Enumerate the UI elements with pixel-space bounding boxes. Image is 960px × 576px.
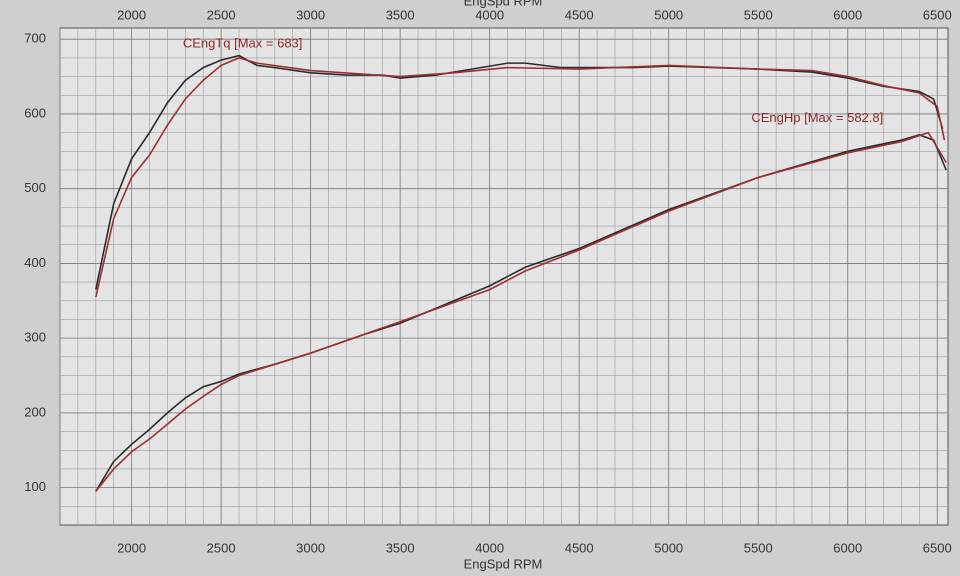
x-tick-label-top: 6000: [833, 7, 862, 22]
y-tick-label: 500: [24, 180, 46, 195]
x-tick-label: 2500: [207, 540, 236, 555]
x-tick-label: 3000: [296, 540, 325, 555]
x-tick-label-top: 5500: [744, 7, 773, 22]
x-tick-label-top: 6500: [923, 7, 952, 22]
x-tick-label: 4500: [565, 540, 594, 555]
series-line: [95, 54, 944, 290]
x-tick-label: 3500: [386, 540, 415, 555]
y-tick-label: 100: [24, 479, 46, 494]
x-tick-label-top: 2000: [117, 7, 146, 22]
x-tick-label: 4000: [475, 540, 504, 555]
x-tick-label: 5000: [654, 540, 683, 555]
series-line: [95, 131, 947, 492]
plot-area: [59, 27, 949, 526]
x-tick-label: 6000: [833, 540, 862, 555]
annotation: CEngTq [Max = 683]: [183, 35, 303, 50]
x-axis-title-top: EngSpd RPM: [464, 0, 543, 8]
x-tick-label: 5500: [744, 540, 773, 555]
x-tick-label-top: 5000: [654, 7, 683, 22]
x-tick-label-top: 2500: [207, 7, 236, 22]
x-tick-label-top: 3000: [296, 7, 325, 22]
x-axis-title: EngSpd RPM: [464, 556, 543, 571]
series-line: [95, 57, 946, 298]
x-tick-label-top: 4500: [565, 7, 594, 22]
y-tick-label: 700: [24, 31, 46, 46]
x-tick-label-top: 3500: [386, 7, 415, 22]
y-tick-label: 400: [24, 255, 46, 270]
x-tick-label: 6500: [923, 540, 952, 555]
x-tick-label: 2000: [117, 540, 146, 555]
y-tick-label: 600: [24, 105, 46, 120]
y-tick-label: 200: [24, 404, 46, 419]
x-tick-label-top: 4000: [475, 7, 504, 22]
y-tick-label: 300: [24, 330, 46, 345]
annotation: CEngHp [Max = 582.8]: [751, 110, 883, 125]
